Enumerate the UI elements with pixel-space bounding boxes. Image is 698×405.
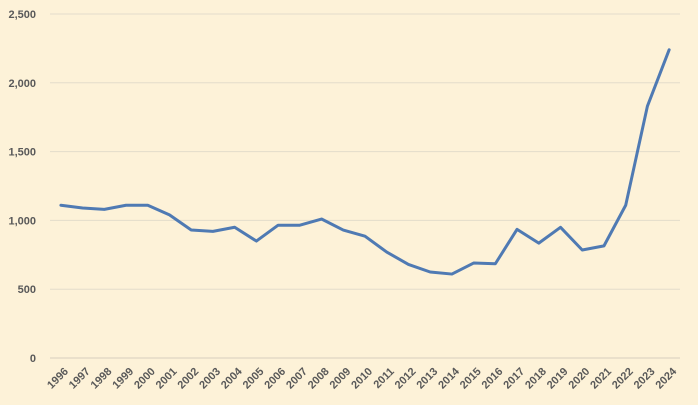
x-tick-label: 1996 [45, 366, 71, 392]
x-tick-label: 2017 [501, 366, 527, 392]
y-tick-label: 1,000 [8, 215, 36, 227]
x-tick-label: 2016 [480, 366, 506, 392]
x-tick-label: 2023 [632, 366, 658, 392]
gridlines [50, 13, 680, 359]
x-tick-label: 2000 [132, 366, 158, 392]
y-tick-label: 0 [30, 353, 36, 365]
y-tick-label: 500 [18, 284, 36, 296]
x-tick-label: 2007 [284, 366, 310, 392]
x-tick-label: 2020 [567, 366, 593, 392]
x-tick-label: 2019 [545, 366, 571, 392]
x-tick-label: 2021 [588, 366, 614, 392]
x-tick-label: 2009 [328, 366, 354, 392]
x-tick-label: 2005 [241, 366, 267, 392]
x-axis-ticks: 1996199719981999200020012002200320042005… [45, 365, 680, 391]
x-tick-label: 2014 [436, 365, 462, 391]
x-tick-label: 2022 [610, 366, 636, 392]
y-tick-label: 2,500 [8, 9, 36, 21]
y-tick-label: 2,000 [8, 78, 36, 90]
x-tick-label: 2006 [262, 366, 288, 392]
series-layer [59, 48, 671, 276]
x-tick-label: 2001 [154, 366, 180, 392]
x-tick-label: 2002 [176, 366, 202, 392]
x-tick-label: 2015 [458, 366, 484, 392]
x-tick-label: 1999 [110, 366, 136, 392]
x-tick-label: 1997 [67, 366, 93, 392]
x-tick-label: 2011 [371, 366, 396, 391]
y-tick-label: 1,500 [8, 147, 36, 159]
x-tick-label: 2010 [349, 366, 375, 392]
x-tick-label: 2003 [197, 366, 223, 392]
x-tick-label: 1998 [89, 366, 115, 392]
series-line-0 [59, 48, 671, 276]
x-tick-label: 2013 [414, 366, 440, 392]
y-axis-ticks: 0 500 1,000 1,500 2,000 2,500 [8, 9, 36, 365]
x-tick-label: 2008 [306, 366, 332, 392]
x-tick-label: 2024 [653, 365, 679, 391]
x-tick-label: 2012 [393, 366, 419, 392]
x-tick-label: 2004 [219, 365, 245, 391]
x-tick-label: 2018 [523, 366, 549, 392]
